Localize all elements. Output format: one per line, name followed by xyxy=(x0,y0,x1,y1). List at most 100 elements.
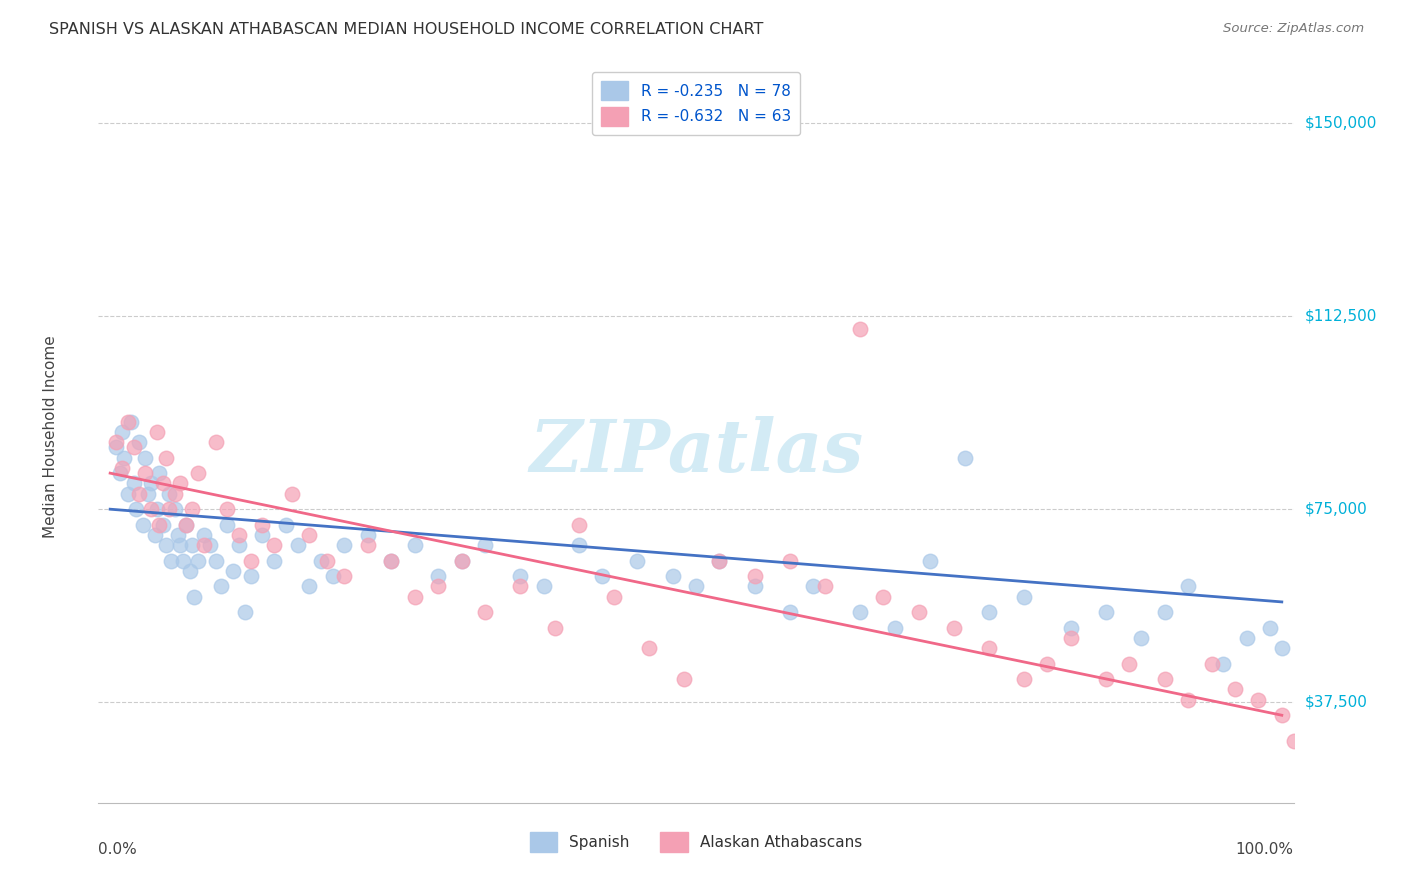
Point xyxy=(568,538,591,552)
Point xyxy=(673,672,696,686)
Point xyxy=(298,579,321,593)
Point xyxy=(239,554,262,568)
Point xyxy=(274,517,297,532)
Point xyxy=(112,450,135,465)
Point xyxy=(801,579,824,593)
Point xyxy=(152,517,174,532)
Point xyxy=(193,528,215,542)
Point xyxy=(849,605,872,619)
Point xyxy=(287,538,309,552)
Point xyxy=(427,579,450,593)
Point xyxy=(849,322,872,336)
Point xyxy=(1306,744,1329,758)
Point xyxy=(252,528,274,542)
Point xyxy=(322,569,344,583)
Point xyxy=(1236,631,1258,645)
Text: $150,000: $150,000 xyxy=(1305,115,1376,130)
Point xyxy=(1118,657,1140,671)
Point xyxy=(316,554,339,568)
Point xyxy=(172,554,194,568)
Point xyxy=(148,517,170,532)
Point xyxy=(333,569,356,583)
Point xyxy=(685,579,707,593)
Point xyxy=(1212,657,1234,671)
Point xyxy=(155,450,177,465)
Point xyxy=(661,569,683,583)
Point xyxy=(709,554,731,568)
Point xyxy=(146,425,169,439)
Point xyxy=(169,476,191,491)
Point xyxy=(450,554,472,568)
Point xyxy=(163,487,186,501)
Point xyxy=(141,476,163,491)
Point xyxy=(814,579,837,593)
Point xyxy=(404,590,426,604)
Point xyxy=(509,579,531,593)
Point xyxy=(181,538,204,552)
Point xyxy=(217,502,239,516)
Point xyxy=(169,538,191,552)
Point xyxy=(977,641,1000,656)
Point xyxy=(108,466,131,480)
Point xyxy=(193,538,215,552)
Point xyxy=(474,538,496,552)
Point xyxy=(105,435,128,450)
Point xyxy=(744,579,766,593)
Point xyxy=(1012,672,1035,686)
Point xyxy=(427,569,450,583)
Point xyxy=(709,554,731,568)
Point xyxy=(174,517,197,532)
Point xyxy=(357,538,380,552)
Point xyxy=(1177,693,1199,707)
Point xyxy=(1130,631,1153,645)
Point xyxy=(187,554,209,568)
Point xyxy=(111,461,134,475)
Point xyxy=(298,528,321,542)
Text: Median Household Income: Median Household Income xyxy=(44,335,58,539)
Point xyxy=(105,441,128,455)
Point xyxy=(404,538,426,552)
Point xyxy=(163,502,186,516)
Point xyxy=(128,487,150,501)
Text: ZIPatlas: ZIPatlas xyxy=(529,417,863,487)
Point xyxy=(134,450,156,465)
Point xyxy=(157,502,180,516)
Point xyxy=(380,554,402,568)
Point xyxy=(132,517,155,532)
Text: 0.0%: 0.0% xyxy=(98,842,138,856)
Point xyxy=(204,554,226,568)
Point xyxy=(1247,693,1270,707)
Point xyxy=(128,435,150,450)
Point xyxy=(977,605,1000,619)
Point xyxy=(141,502,163,516)
Point xyxy=(263,554,285,568)
Point xyxy=(744,569,766,583)
Point xyxy=(1153,605,1175,619)
Point xyxy=(198,538,221,552)
Point xyxy=(779,605,801,619)
Text: $37,500: $37,500 xyxy=(1305,695,1368,710)
Point xyxy=(1258,621,1281,635)
Point xyxy=(357,528,380,542)
Point xyxy=(143,528,166,542)
Point xyxy=(228,528,250,542)
Point xyxy=(152,476,174,491)
Text: SPANISH VS ALASKAN ATHABASCAN MEDIAN HOUSEHOLD INCOME CORRELATION CHART: SPANISH VS ALASKAN ATHABASCAN MEDIAN HOU… xyxy=(49,22,763,37)
Point xyxy=(1036,657,1059,671)
Point xyxy=(603,590,626,604)
Point xyxy=(204,435,226,450)
Point xyxy=(136,487,159,501)
Point xyxy=(134,466,156,480)
Point xyxy=(474,605,496,619)
Text: $112,500: $112,500 xyxy=(1305,309,1376,324)
Point xyxy=(111,425,134,439)
Point xyxy=(125,502,148,516)
Point xyxy=(281,487,304,501)
Point xyxy=(884,621,907,635)
Point xyxy=(228,538,250,552)
Point xyxy=(211,579,233,593)
Point xyxy=(160,554,183,568)
Point xyxy=(907,605,929,619)
Point xyxy=(1271,641,1294,656)
Text: Source: ZipAtlas.com: Source: ZipAtlas.com xyxy=(1223,22,1364,36)
